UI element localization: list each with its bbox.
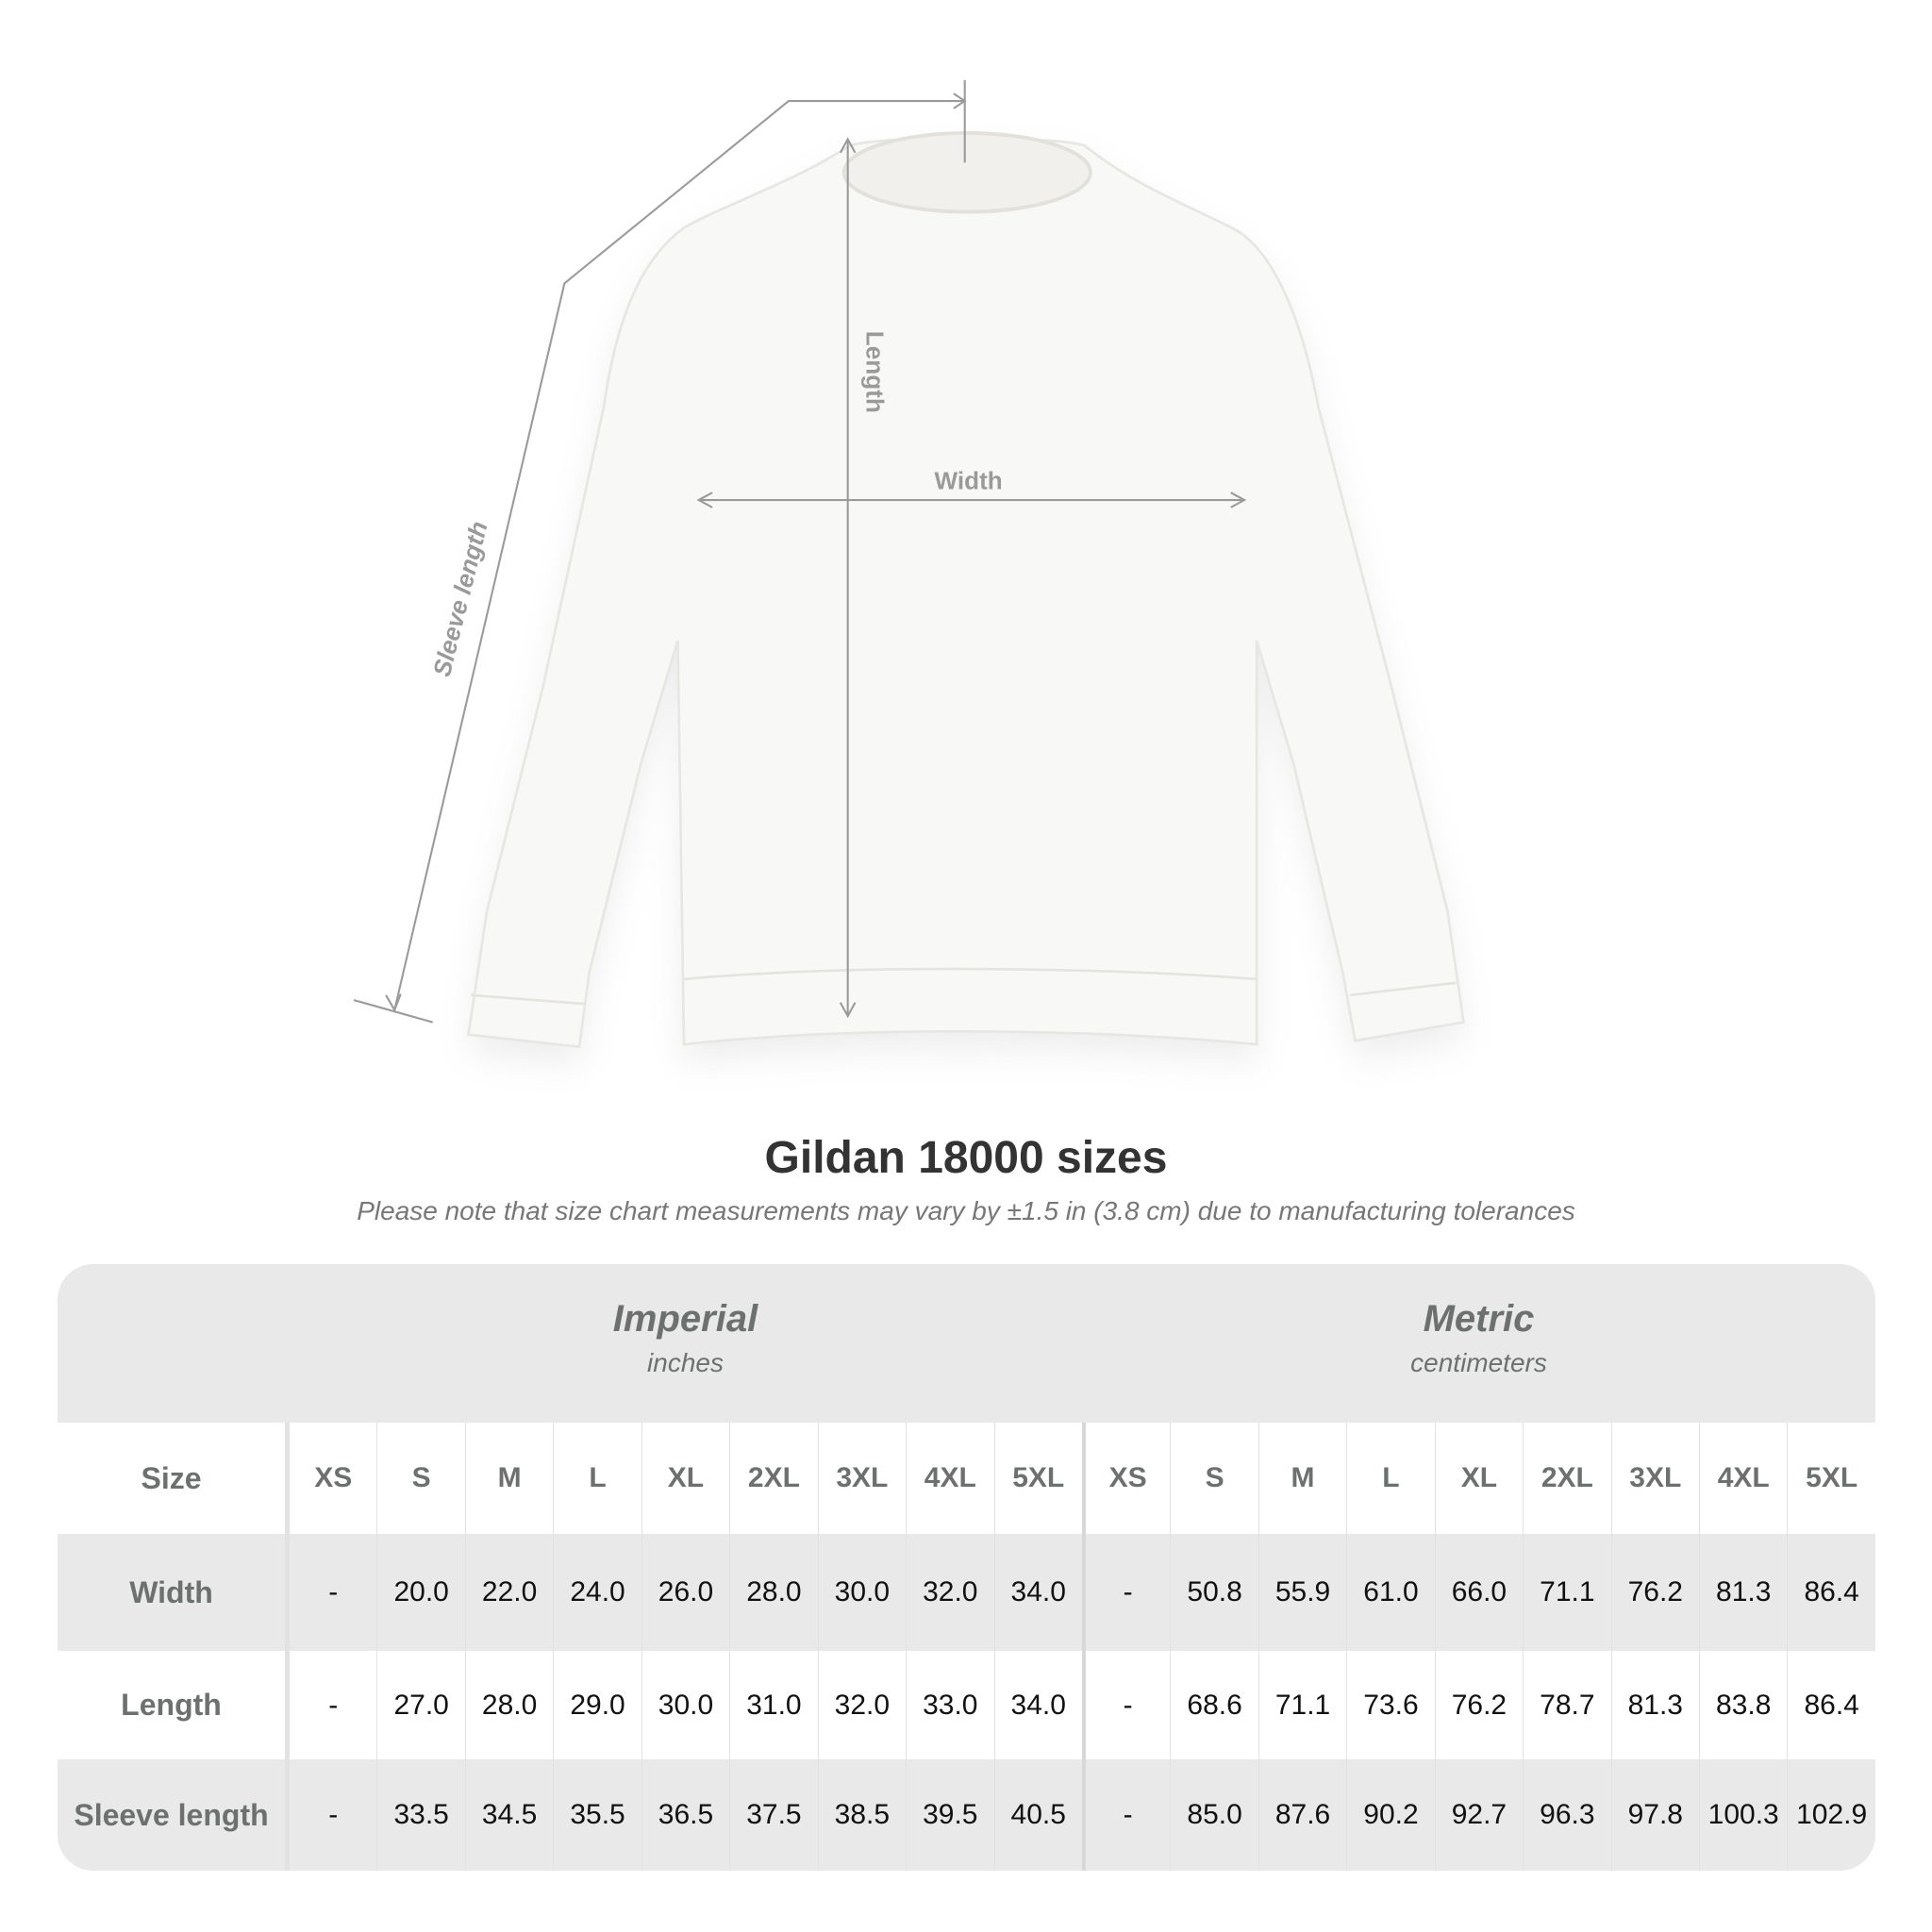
metric-value-cell: 81.3 — [1699, 1534, 1787, 1651]
measure-lines — [353, 79, 1247, 1024]
metric-value-cell: 73.6 — [1346, 1651, 1434, 1759]
metric-value-cell: 50.8 — [1170, 1534, 1257, 1651]
imperial-unit: inches — [647, 1348, 724, 1377]
metric-value-cell: 55.9 — [1257, 1534, 1346, 1651]
imperial-value-cell: - — [289, 1759, 376, 1871]
imperial-value-cell: 31.0 — [729, 1651, 817, 1759]
row-label: Sleeve length — [58, 1759, 289, 1871]
imperial-value-cell: 26.0 — [641, 1534, 729, 1651]
metric-value-cell: 81.3 — [1610, 1651, 1699, 1759]
metric-value-cell: - — [1081, 1534, 1170, 1651]
imperial-value-cell: 30.0 — [641, 1651, 729, 1759]
metric-value-cell: - — [1081, 1759, 1170, 1871]
imperial-value-cell: 33.0 — [906, 1651, 993, 1759]
size-header-cell: XL — [1434, 1423, 1523, 1534]
imperial-value-cell: 39.5 — [906, 1759, 993, 1871]
imperial-value-cell: 34.0 — [993, 1651, 1082, 1759]
size-header-cell: 3XL — [1610, 1423, 1699, 1534]
metric-title: Metric — [1423, 1298, 1535, 1340]
size-header-cell: XS — [289, 1423, 376, 1534]
size-header-label: Size — [58, 1423, 289, 1534]
imperial-value-cell: 36.5 — [641, 1759, 729, 1871]
imperial-title: Imperial — [612, 1298, 758, 1340]
imperial-value-cell: 34.5 — [464, 1759, 553, 1871]
imperial-value-cell: 30.0 — [817, 1534, 906, 1651]
length-label: Length — [860, 331, 889, 413]
metric-value-cell: 76.2 — [1434, 1651, 1523, 1759]
imperial-group-header: Imperial inches — [289, 1264, 1082, 1423]
imperial-value-cell: 29.0 — [553, 1651, 641, 1759]
imperial-value-cell: 24.0 — [553, 1534, 641, 1651]
imperial-value-cell: 40.5 — [993, 1759, 1082, 1871]
metric-value-cell: 83.8 — [1699, 1651, 1787, 1759]
imperial-value-cell: 20.0 — [376, 1534, 464, 1651]
size-header-cell: L — [553, 1423, 641, 1534]
imperial-value-cell: 28.0 — [464, 1651, 553, 1759]
sweatshirt-diagram: Length Width Sleeve length — [353, 79, 1465, 1064]
metric-value-cell: 96.3 — [1523, 1759, 1610, 1871]
metric-value-cell: 78.7 — [1523, 1651, 1610, 1759]
collar — [841, 131, 1092, 214]
metric-value-cell: 71.1 — [1257, 1651, 1346, 1759]
row-label: Width — [58, 1534, 289, 1651]
imperial-value-cell: 27.0 — [376, 1651, 464, 1759]
imperial-value-cell: 22.0 — [464, 1534, 553, 1651]
imperial-value-cell: 28.0 — [729, 1534, 817, 1651]
row-label: Length — [58, 1651, 289, 1759]
size-header-cell: XL — [641, 1423, 729, 1534]
metric-group-header: Metric centimeters — [1082, 1264, 1875, 1423]
metric-value-cell: 85.0 — [1170, 1759, 1257, 1871]
metric-value-cell: 86.4 — [1787, 1534, 1874, 1651]
metric-value-cell: 86.4 — [1787, 1651, 1874, 1759]
size-header-cell: S — [1170, 1423, 1257, 1534]
size-header-cell: 5XL — [993, 1423, 1082, 1534]
metric-value-cell: 76.2 — [1610, 1534, 1699, 1651]
imperial-value-cell: - — [289, 1534, 376, 1651]
size-chart-table: Imperial inches Metric centimeters Size X… — [58, 1264, 1875, 1871]
size-header-cell: S — [376, 1423, 464, 1534]
metric-value-cell: 66.0 — [1434, 1534, 1523, 1651]
imperial-value-cell: 38.5 — [817, 1759, 906, 1871]
size-header-cell: 2XL — [729, 1423, 817, 1534]
imperial-value-cell: 37.5 — [729, 1759, 817, 1871]
sweatshirt — [467, 136, 1465, 1049]
width-label: Width — [934, 466, 1002, 494]
metric-value-cell: 90.2 — [1346, 1759, 1434, 1871]
imperial-value-cell: 33.5 — [376, 1759, 464, 1871]
size-header-row: Size XS S M L XL 2XL 3XL 4XL 5XL XS S M L XL 2XL 3XL 4XL 5… — [58, 1423, 1875, 1534]
metric-unit: centimeters — [1410, 1348, 1547, 1377]
metric-value-cell: 92.7 — [1434, 1759, 1523, 1871]
imperial-value-cell: 32.0 — [906, 1534, 993, 1651]
imperial-value-cell: - — [289, 1651, 376, 1759]
imperial-value-cell: 35.5 — [553, 1759, 641, 1871]
metric-value-cell: 87.6 — [1257, 1759, 1346, 1871]
size-header-cell: 5XL — [1787, 1423, 1874, 1534]
table-row: Length -27.0 28.0 29.0 30.0 31.0 32.0 33.0 34.0-… — [58, 1651, 1875, 1759]
size-header-cell: 4XL — [1699, 1423, 1787, 1534]
metric-value-cell: 68.6 — [1170, 1651, 1257, 1759]
sleeve-length-label: Sleeve length — [427, 519, 493, 680]
metric-value-cell: 102.9 — [1787, 1759, 1874, 1871]
size-header-cell: 2XL — [1523, 1423, 1610, 1534]
imperial-value-cell: 34.0 — [993, 1534, 1082, 1651]
size-header-cell: 4XL — [906, 1423, 993, 1534]
page-title: Gildan 18000 sizes — [764, 1133, 1168, 1183]
metric-value-cell: 97.8 — [1610, 1759, 1699, 1871]
size-header-cell: 3XL — [817, 1423, 906, 1534]
size-header-cell: M — [464, 1423, 553, 1534]
imperial-value-cell: 32.0 — [817, 1651, 906, 1759]
metric-value-cell: - — [1081, 1651, 1170, 1759]
size-header-cell: M — [1257, 1423, 1346, 1534]
metric-value-cell: 61.0 — [1346, 1534, 1434, 1651]
size-header-cell: XS — [1081, 1423, 1170, 1534]
metric-value-cell: 100.3 — [1699, 1759, 1787, 1871]
table-row: Sleeve length -33.5 34.5 35.5 36.5 37.5 38.5 39… — [58, 1759, 1875, 1871]
metric-value-cell: 71.1 — [1523, 1534, 1610, 1651]
tolerance-note: Please note that size chart measurements… — [357, 1196, 1575, 1225]
size-header-cell: L — [1346, 1423, 1434, 1534]
table-row: Width -20.0 22.0 24.0 26.0 28.0 30.0 32.0 34.0-5… — [58, 1534, 1875, 1651]
